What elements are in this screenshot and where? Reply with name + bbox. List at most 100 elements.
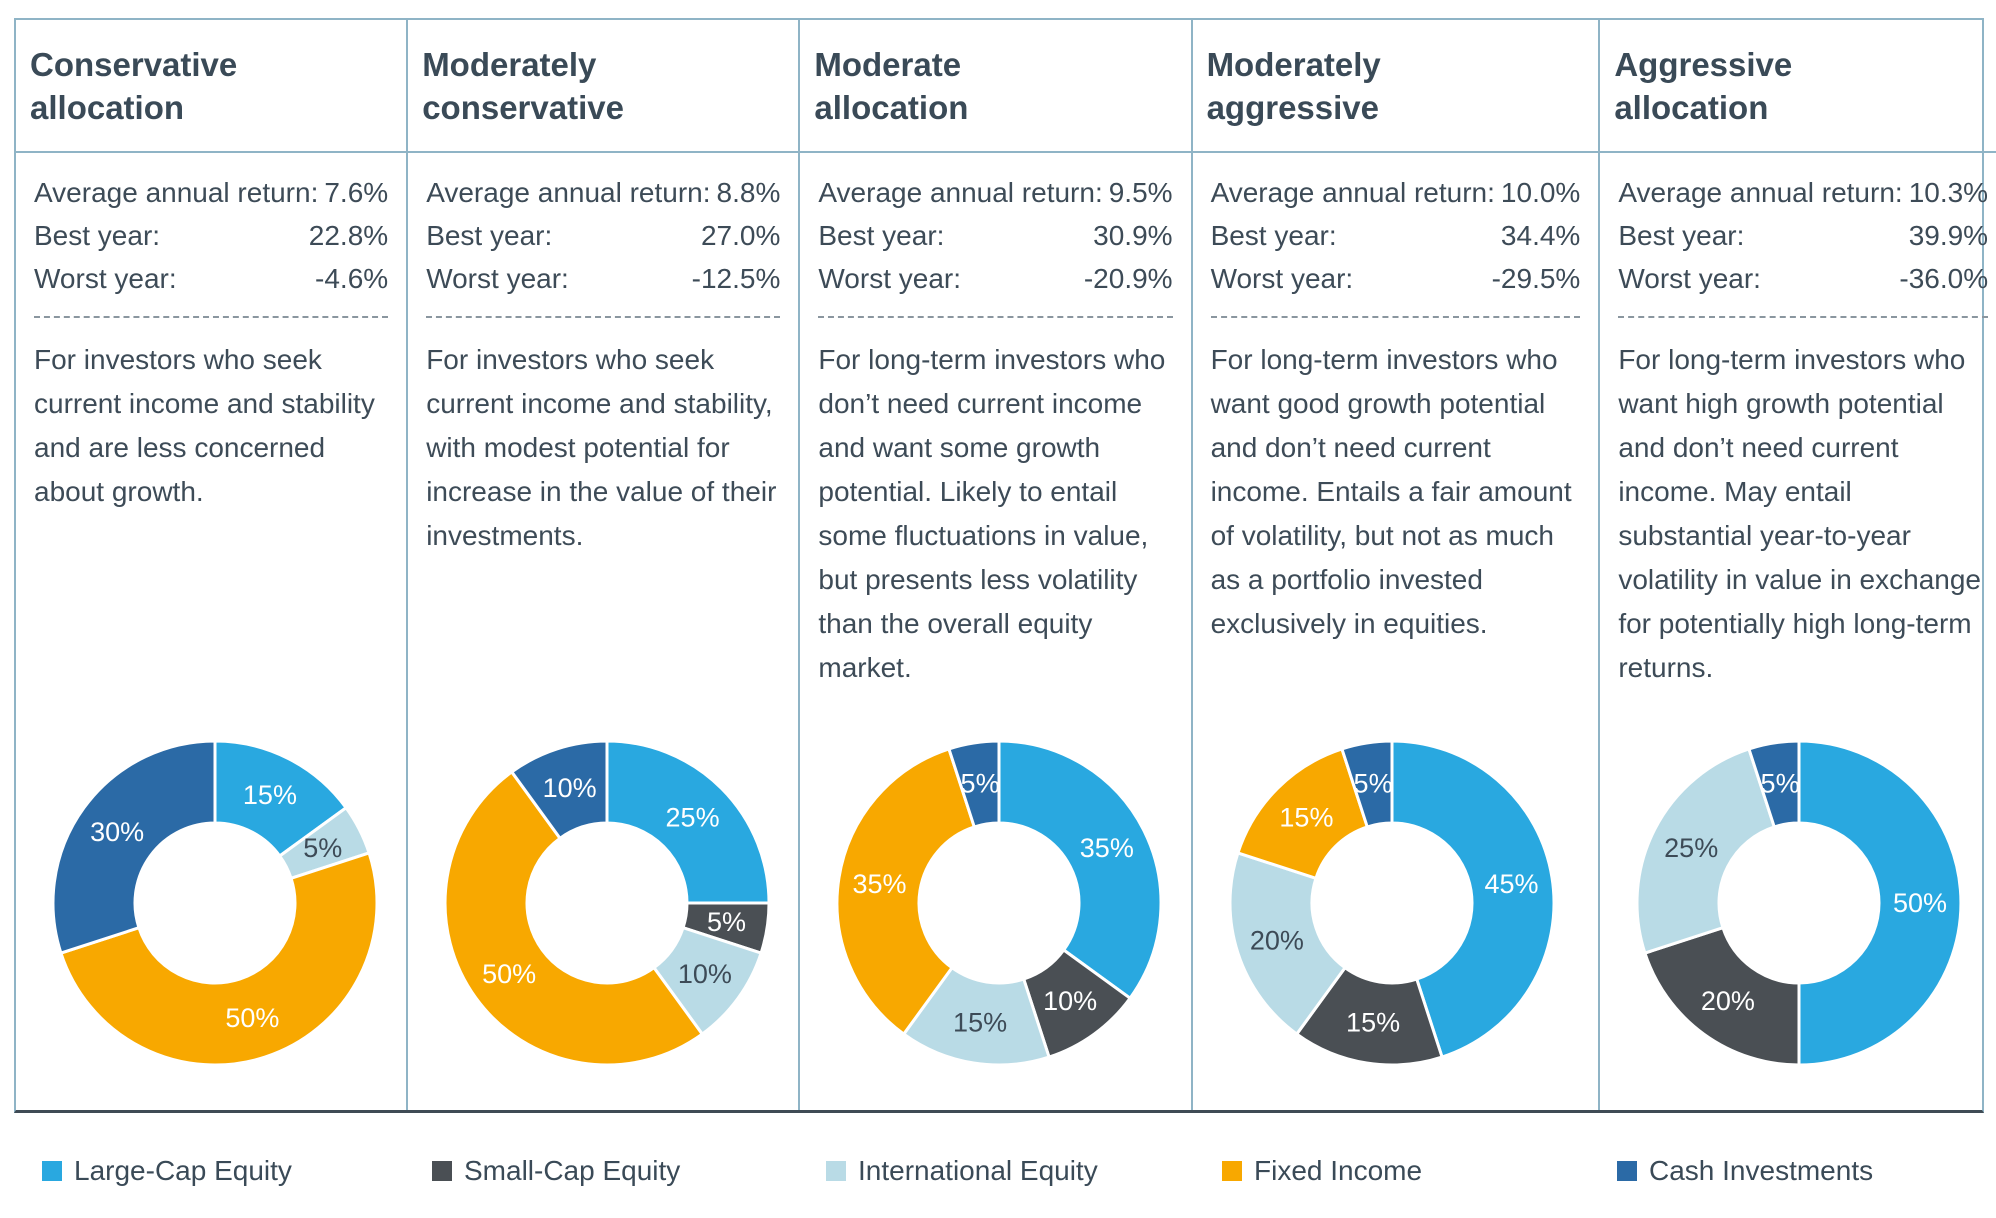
slice-label: 50% (1893, 888, 1947, 918)
stat-row: Average annual return: 10.0% (1211, 171, 1581, 214)
stat-label: Average annual return: (1210, 177, 1495, 208)
stat-row: Average annual return: 7.6% (34, 171, 388, 214)
stat-row: Best year: 39.9% (1618, 214, 1988, 257)
column-header: Moderate allocation (800, 20, 1191, 153)
slice-label: 20% (1701, 986, 1755, 1016)
allocation-column: Moderate allocation Average annual return… (800, 20, 1193, 1110)
dashed-divider (818, 316, 1173, 318)
slice-label: 30% (90, 817, 144, 847)
stat-row: Average annual return: 10.3% (1618, 171, 1988, 214)
column-description: For investors who seek current income an… (426, 344, 777, 551)
stat-label: Best year: (1210, 220, 1337, 251)
stat-value: 30.9% (1093, 220, 1173, 251)
donut-slice (1797, 739, 1963, 1067)
stats-block: Average annual return: 9.5% Best year: 30.9… (800, 153, 1190, 300)
slice-label: 15% (1279, 802, 1333, 832)
stat-row: Worst year: -36.0% (1618, 257, 1988, 300)
column-description: For long-term investors who don’t need c… (818, 344, 1166, 683)
stats-block: Average annual return: 10.3% Best year: 39.… (1600, 153, 1996, 300)
donut-slice (997, 739, 1163, 1001)
donut-slice (947, 739, 1001, 829)
legend-label: Cash Investments (1649, 1155, 1874, 1186)
allocation-column: Aggressive allocation Average annual retu… (1600, 20, 1996, 1110)
legend: Large-Cap Equity Small-Cap Equity Internat… (14, 1125, 1984, 1215)
legend-swatch (1222, 1161, 1242, 1181)
stat-row: Average annual return: 9.5% (818, 171, 1172, 214)
allocation-donut-chart: 45% 15% 20% 15% 5% (1228, 739, 1555, 1067)
donut-slice (1635, 747, 1777, 955)
stat-row: Best year: 30.9% (818, 214, 1172, 257)
column-description: For long-term investors who want good gr… (1210, 344, 1572, 639)
slice-label: 10% (543, 773, 597, 803)
legend-item: Large-Cap Equity (42, 1155, 292, 1187)
stat-row: Best year: 34.4% (1211, 214, 1581, 257)
slice-label: 25% (1664, 833, 1718, 863)
stat-value: 39.9% (1908, 220, 1989, 251)
donut-slice (443, 769, 705, 1067)
allocation-column: Conservative allocation Average annual re… (16, 20, 409, 1110)
stat-value: 27.0% (700, 220, 781, 251)
slice-label: 15% (1346, 1008, 1400, 1038)
donut-slice (509, 739, 609, 841)
stats-block: Average annual return: 8.8% Best year: 27.0… (408, 153, 798, 300)
column-title: Moderately aggressive (1206, 46, 1381, 126)
stat-row: Worst year: -20.9% (818, 257, 1172, 300)
legend-label: Large-Cap Equity (74, 1155, 292, 1186)
stat-label: Worst year: (34, 263, 177, 294)
stat-row: Worst year: -4.6% (34, 257, 388, 300)
slice-label: 50% (225, 1003, 279, 1033)
stat-label: Worst year: (1210, 263, 1354, 294)
legend-item: Fixed Income (1222, 1155, 1422, 1187)
donut-slice (1643, 925, 1801, 1067)
slice-label: 50% (482, 959, 536, 989)
legend-item: Cash Investments (1617, 1155, 1873, 1187)
stat-value: -36.0% (1899, 263, 1989, 294)
allocation-donut-chart: 50% 20% 25% 5% (1635, 739, 1963, 1067)
stat-label: Average annual return: (34, 177, 319, 208)
stat-label: Average annual return: (426, 177, 711, 208)
legend-label: Fixed Income (1254, 1155, 1423, 1186)
dashed-divider (426, 316, 781, 318)
stat-row: Average annual return: 8.8% (426, 171, 780, 214)
slice-label: 35% (1080, 833, 1134, 863)
stats-block: Average annual return: 10.0% Best year: 34.… (1193, 153, 1599, 300)
slice-label: 35% (853, 869, 907, 899)
legend-swatch (826, 1161, 846, 1181)
slice-label: 5% (303, 833, 342, 863)
stat-value: 10.0% (1500, 177, 1581, 208)
stat-row: Best year: 27.0% (426, 214, 780, 257)
legend-swatch (42, 1161, 62, 1181)
stat-value: -29.5% (1491, 263, 1581, 294)
stat-value: -20.9% (1083, 263, 1173, 294)
slice-label: 15% (953, 1008, 1007, 1038)
stats-block: Average annual return: 7.6% Best year: 22.8… (16, 153, 406, 300)
donut-slice (1339, 739, 1394, 829)
legend-swatch (432, 1161, 452, 1181)
stat-value: 22.8% (308, 220, 389, 251)
donut-slice (1228, 851, 1347, 1037)
donut-slice (835, 747, 977, 1037)
slice-label: 25% (666, 802, 720, 832)
stat-label: Average annual return: (818, 177, 1103, 208)
slice-label: 15% (243, 780, 297, 810)
dashed-divider (1618, 316, 1989, 318)
stat-row: Worst year: -29.5% (1211, 257, 1581, 300)
stat-value: -12.5% (691, 263, 781, 294)
column-header: Aggressive allocation (1600, 20, 1996, 153)
donut-slice (1747, 739, 1801, 829)
stat-row: Best year: 22.8% (34, 214, 388, 257)
stat-label: Worst year: (818, 263, 961, 294)
allocation-donut-chart: 25% 5% 10% 50% 10% (443, 739, 771, 1067)
slice-label: 20% (1249, 925, 1303, 955)
column-header: Moderately aggressive (1192, 20, 1599, 153)
stat-value: 7.6% (324, 177, 389, 208)
stat-value: 10.3% (1908, 177, 1989, 208)
slice-label: 10% (1043, 986, 1097, 1016)
donut-slice (1390, 739, 1555, 1059)
slice-label: 5% (1353, 768, 1392, 798)
stat-label: Worst year: (426, 263, 569, 294)
column-title: Conservative allocation (30, 46, 238, 126)
legend-item: International Equity (826, 1155, 1098, 1187)
column-title: Aggressive allocation (1614, 46, 1793, 126)
allocation-table: Conservative allocation Average annual re… (14, 18, 1996, 1113)
